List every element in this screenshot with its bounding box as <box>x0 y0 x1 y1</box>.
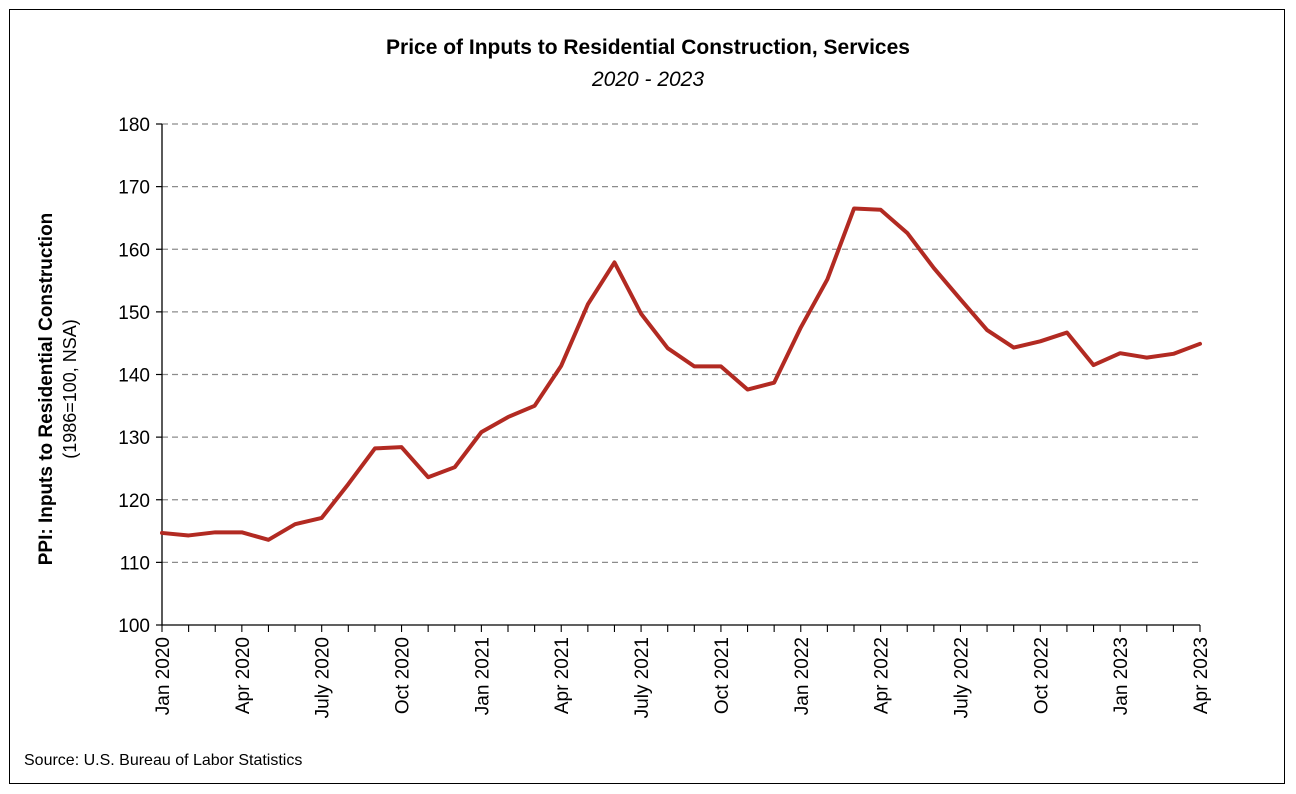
x-tick-label: Apr 2020 <box>233 637 254 714</box>
x-tick-label: Oct 2022 <box>1031 637 1052 714</box>
y-tick-label: 150 <box>118 303 150 324</box>
series-line <box>160 206 1202 542</box>
x-tick-label: Apr 2023 <box>1191 637 1212 714</box>
y-tick-label: 130 <box>118 428 150 449</box>
chart-frame <box>9 9 1285 784</box>
x-tick-label: Oct 2021 <box>712 637 733 714</box>
x-tick-label: Apr 2021 <box>552 637 573 714</box>
chart-title: Price of Inputs to Residential Construct… <box>386 36 910 59</box>
y-tick-label: 170 <box>118 178 150 199</box>
x-axis-ticks: Jan 2020 Apr 2020 July 2020 Oct 2020 Jan 202… <box>153 625 1212 718</box>
y-axis-label: PPI: Inputs to Residential Construction <box>36 213 57 566</box>
x-tick-label: Jan 2020 <box>153 637 174 715</box>
source-note: Source: U.S. Bureau of Labor Statistics <box>24 752 303 769</box>
y-tick-label: 100 <box>118 616 150 637</box>
chart-subtitle: 2020 - 2023 <box>591 68 705 91</box>
y-axis-ticks: 100 110 120 130 140 150 160 170 180 <box>118 115 162 637</box>
y-axis-label-group: PPI: Inputs to Residential Construction … <box>36 213 80 566</box>
x-tick-label: July 2020 <box>313 637 334 718</box>
x-tick-label: Jan 2021 <box>472 637 493 715</box>
y-tick-label: 120 <box>118 491 150 512</box>
grid-lines <box>162 123 1200 563</box>
y-tick-label: 140 <box>118 366 150 387</box>
x-tick-label: Jan 2022 <box>792 637 813 715</box>
x-tick-label: Oct 2020 <box>393 637 414 714</box>
y-axis-sublabel: (1986=100, NSA) <box>60 319 80 459</box>
x-tick-label: Apr 2022 <box>872 637 893 714</box>
x-tick-label: Jan 2023 <box>1111 637 1132 715</box>
y-tick-label: 160 <box>118 240 150 261</box>
series-group <box>160 206 1202 542</box>
x-tick-label: July 2021 <box>632 637 653 718</box>
y-tick-label: 110 <box>120 553 150 574</box>
x-tick-label: July 2022 <box>951 637 972 718</box>
y-tick-label: 180 <box>118 115 150 136</box>
